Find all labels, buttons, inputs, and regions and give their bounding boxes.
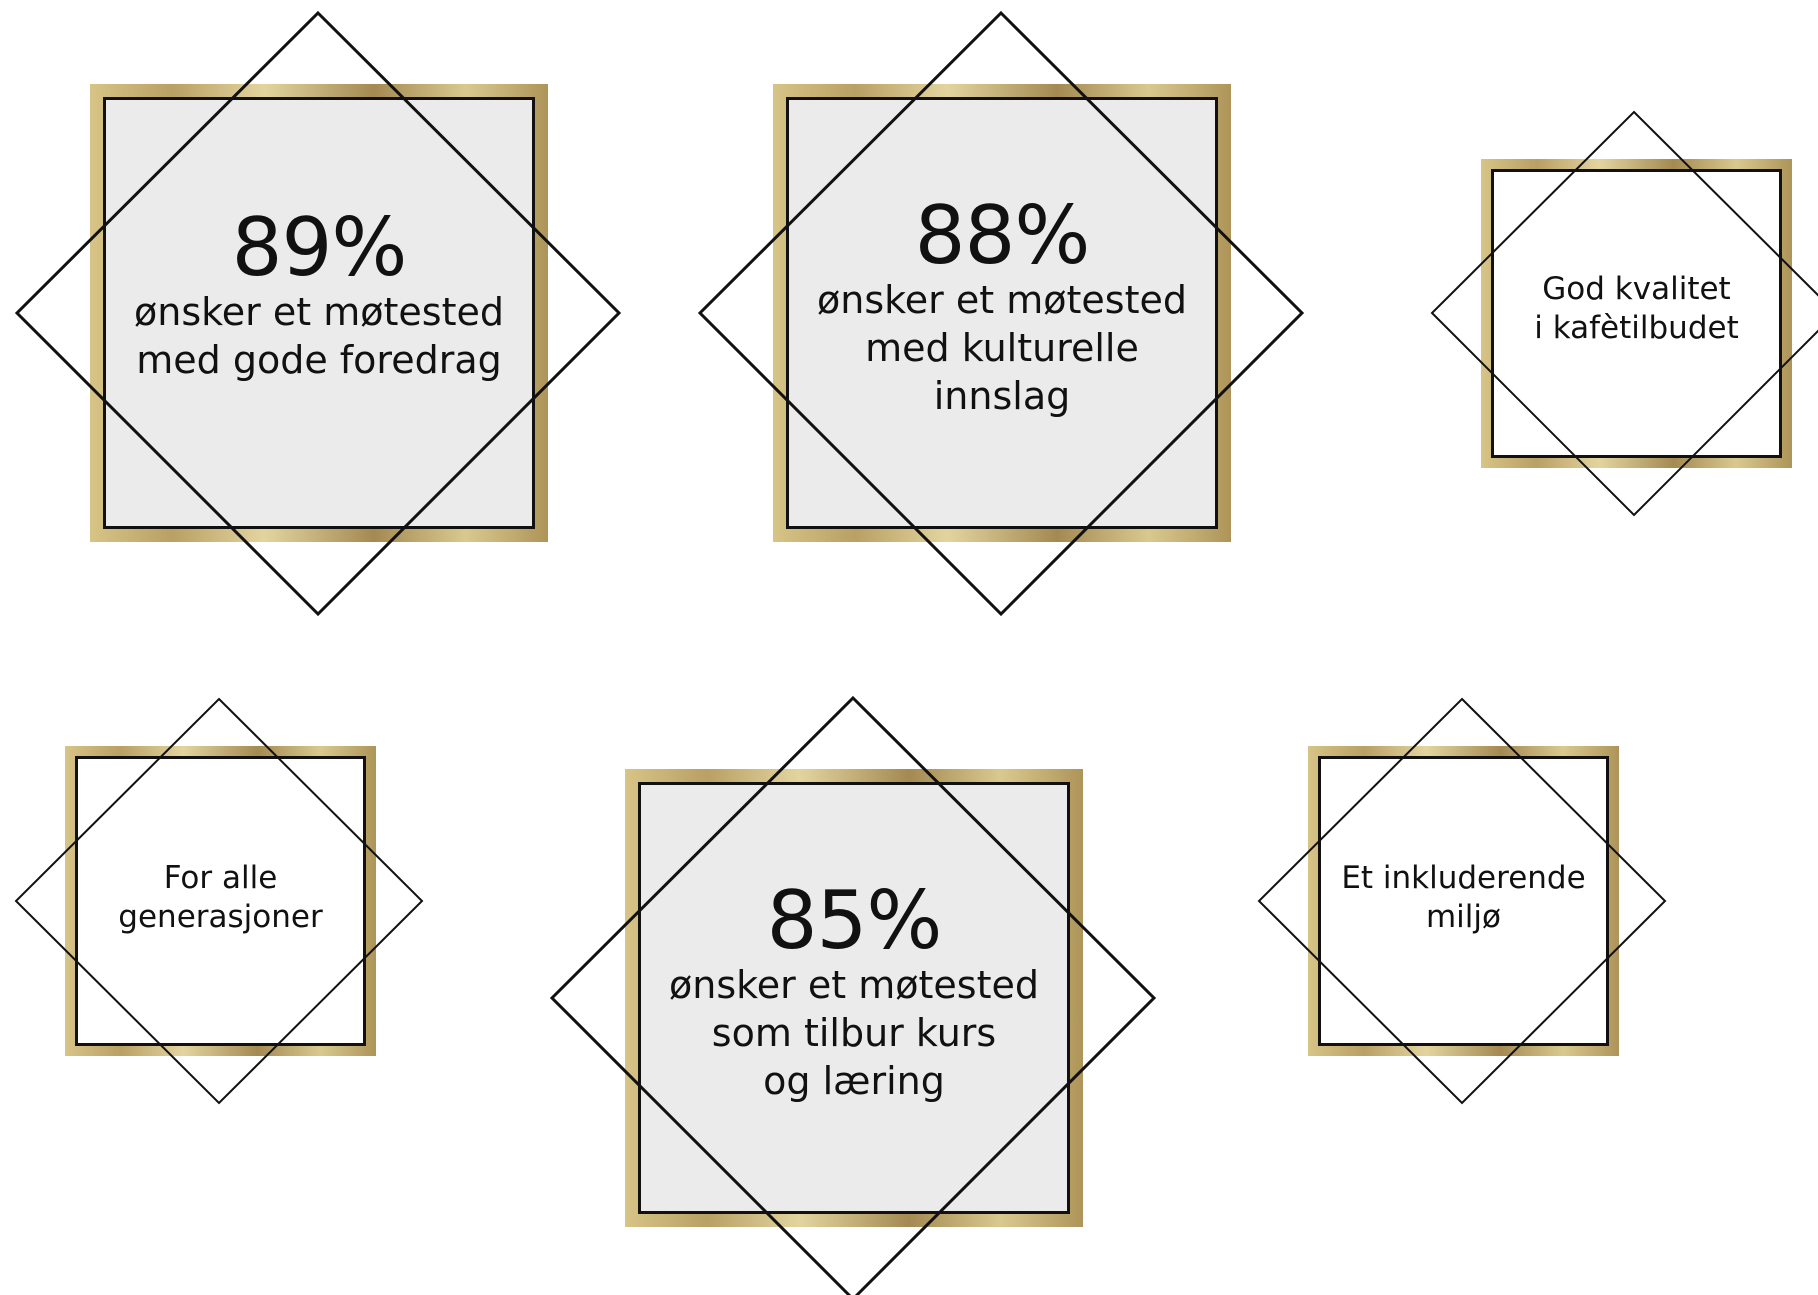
stat-panel (103, 97, 535, 529)
diamond-outline (1430, 110, 1818, 517)
feature-text: God kvalitet i kafètilbudet (1491, 169, 1782, 458)
diamond-outline (14, 10, 622, 617)
stat-card-foredrag: 89% ønsker et møtested med gode foredrag (0, 0, 640, 630)
diamond-outline (14, 697, 424, 1105)
feature-panel (1491, 169, 1782, 458)
stat-description: ønsker et møtested med kulturelle innsla… (817, 278, 1187, 418)
stat-description: ønsker et møtested med gode foredrag (134, 290, 504, 382)
stat-percent: 89% (231, 201, 408, 294)
stat-text: 88% ønsker et møtested med kulturelle in… (786, 97, 1218, 529)
stat-card-kultur: 88% ønsker et møtested med kulturelle in… (683, 0, 1323, 630)
diamond-outline (1257, 697, 1667, 1105)
feature-text: Et inkluderende miljø (1318, 756, 1609, 1046)
feature-label: God kvalitet i kafètilbudet (1534, 270, 1739, 346)
feature-panel (75, 756, 366, 1046)
feature-card-miljo: Et inkluderende miljø (1242, 690, 1682, 1110)
feature-panel (1318, 756, 1609, 1046)
stat-panel (638, 782, 1070, 1214)
feature-card-kafe: God kvalitet i kafètilbudet (1420, 100, 1818, 520)
stat-text: 89% ønsker et møtested med gode foredrag (103, 97, 535, 529)
stat-panel (786, 97, 1218, 529)
feature-label: Et inkluderende miljø (1341, 860, 1586, 935)
stat-card-kurs: 85% ønsker et møtested som tilbur kurs o… (535, 685, 1175, 1295)
stat-percent: 85% (766, 874, 943, 967)
stat-description: ønsker et møtested som tilbur kurs og læ… (669, 963, 1039, 1103)
diamond-outline (549, 695, 1157, 1295)
feature-card-generasjoner: For alle generasjoner (0, 690, 440, 1110)
diamond-outline (697, 10, 1305, 617)
stat-text: 85% ønsker et møtested som tilbur kurs o… (638, 782, 1070, 1214)
feature-text: For alle generasjoner (75, 756, 366, 1046)
stat-percent: 88% (914, 189, 1091, 282)
feature-label: For alle generasjoner (118, 860, 323, 935)
